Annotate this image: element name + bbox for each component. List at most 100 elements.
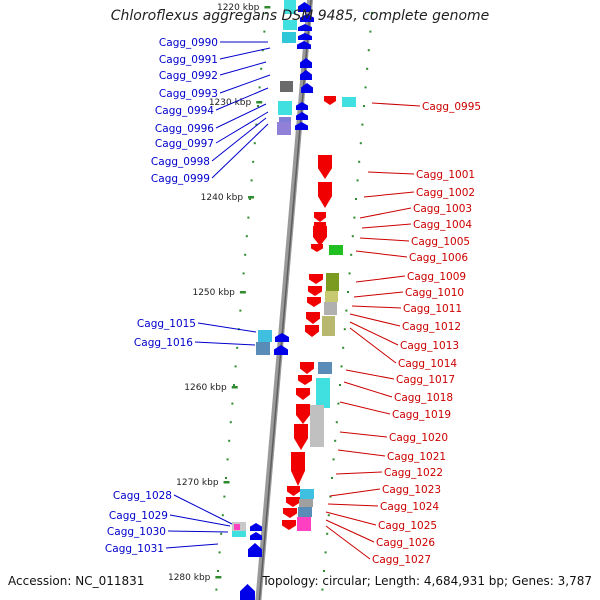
forward-gene-box [299, 499, 313, 507]
gene-leader-line [339, 431, 388, 438]
gene-leader-line [353, 291, 404, 298]
minor-tick-outer [370, 12, 373, 14]
gene-leader-line [169, 514, 231, 527]
forward-gene-arrow [318, 182, 332, 208]
scale-tick [231, 386, 238, 389]
gene-label-cagg_1020: Cagg_1020 [389, 432, 448, 444]
reverse-gene-arrow [248, 543, 262, 557]
scale-tick [215, 576, 222, 579]
gene-label-cagg_1012: Cagg_1012 [402, 321, 461, 333]
forward-gene-box [329, 245, 343, 255]
gene-label-cagg_1010: Cagg_1010 [405, 287, 464, 299]
gene-leader-line [173, 494, 233, 525]
gene-leader-line [211, 123, 269, 179]
minor-tick-inner [248, 198, 251, 200]
reverse-gene-box [283, 20, 297, 30]
minor-tick-inner [253, 142, 256, 145]
scale-tick [223, 481, 230, 484]
scale-label: 1220 kbp [217, 3, 260, 13]
reverse-gene-arrow [300, 14, 314, 22]
gene-label-cagg_0996: Cagg_0996 [155, 123, 214, 135]
gene-leader-line [167, 530, 229, 533]
forward-gene-arrow [286, 497, 300, 507]
reverse-gene-box [256, 342, 270, 355]
gene-label-cagg_1031: Cagg_1031 [105, 543, 164, 555]
forward-gene-box [325, 291, 338, 302]
gene-label-cagg_0997: Cagg_0997 [155, 138, 214, 150]
forward-gene-arrow [314, 212, 326, 222]
gene-leader-line [371, 102, 421, 107]
forward-gene-arrow [283, 508, 297, 518]
gene-leader-line [359, 237, 410, 242]
minor-tick-inner [263, 30, 266, 33]
minor-tick-inner [252, 160, 255, 163]
minor-tick-outer [338, 384, 341, 386]
minor-tick-outer [364, 86, 367, 89]
reverse-gene-arrow [250, 532, 262, 540]
forward-gene-arrow [307, 297, 321, 307]
minor-tick-outer [351, 235, 354, 238]
forward-gene-arrow [300, 362, 314, 374]
gene-leader-line [339, 401, 391, 415]
gene-leader-line [215, 103, 267, 129]
minor-tick-outer [327, 514, 330, 517]
gene-label-cagg_1024: Cagg_1024 [380, 501, 439, 513]
minor-tick-inner [221, 514, 224, 517]
genome-backbone [255, 0, 314, 600]
gene-label-cagg_1025: Cagg_1025 [378, 520, 437, 532]
minor-tick-inner [247, 216, 250, 219]
minor-tick-inner [228, 439, 231, 442]
reverse-gene-box [234, 524, 240, 530]
minor-tick-inner [216, 570, 219, 572]
minor-tick-inner [242, 272, 245, 275]
gene-label-cagg_1022: Cagg_1022 [384, 467, 443, 479]
minor-tick-outer [348, 272, 351, 275]
minor-tick-inner [220, 532, 223, 535]
forward-gene-arrow [294, 424, 308, 450]
forward-gene-box [298, 507, 312, 517]
minor-tick-outer [330, 477, 333, 479]
forward-gene-arrow [282, 520, 296, 530]
minor-tick-outer [353, 216, 356, 219]
reverse-gene-arrow [240, 584, 255, 600]
minor-tick-outer [345, 309, 348, 312]
forward-gene-arrow [311, 244, 323, 252]
minor-tick-inner [223, 495, 226, 498]
gene-leader-line [219, 74, 271, 94]
forward-gene-arrow [298, 375, 312, 385]
accession-label: Accession: NC_011831 [8, 574, 145, 588]
forward-gene-box [324, 302, 337, 315]
minor-tick-inner [255, 123, 258, 126]
gene-label-cagg_1009: Cagg_1009 [407, 271, 466, 283]
gene-label-cagg_0991: Cagg_0991 [159, 54, 218, 66]
forward-gene-box [316, 378, 330, 408]
forward-gene-arrow [318, 155, 332, 179]
scale-tick [239, 291, 246, 294]
reverse-gene-arrow [297, 41, 311, 49]
gene-label-cagg_1028: Cagg_1028 [113, 490, 172, 502]
map-title: Chloroflexus aggregans DSM 9485, complet… [110, 8, 490, 24]
minor-tick-outer [334, 439, 337, 442]
minor-tick-outer [361, 123, 364, 126]
gene-label-cagg_1004: Cagg_1004 [413, 219, 472, 231]
minor-tick-outer [367, 49, 370, 52]
minor-tick-inner [234, 365, 237, 368]
gene-label-cagg_1019: Cagg_1019 [392, 409, 451, 421]
reverse-gene-arrow [300, 70, 312, 80]
gene-label-cagg_0993: Cagg_0993 [159, 88, 218, 100]
scale-tick [264, 6, 271, 9]
forward-gene-arrow [324, 96, 336, 105]
reverse-gene-box [278, 101, 292, 115]
minor-tick-inner [264, 12, 267, 14]
minor-tick-outer [346, 291, 349, 293]
gene-leader-line [219, 47, 271, 60]
reverse-gene-arrow [296, 102, 308, 110]
scale-label: 1260 kbp [184, 383, 227, 393]
gene-leader-line [367, 171, 415, 175]
forward-gene-arrow [291, 452, 305, 486]
minor-tick-inner [231, 402, 234, 405]
gene-label-cagg_0994: Cagg_0994 [155, 105, 214, 117]
reverse-gene-arrow [298, 24, 312, 31]
gene-leader-line [215, 111, 269, 144]
